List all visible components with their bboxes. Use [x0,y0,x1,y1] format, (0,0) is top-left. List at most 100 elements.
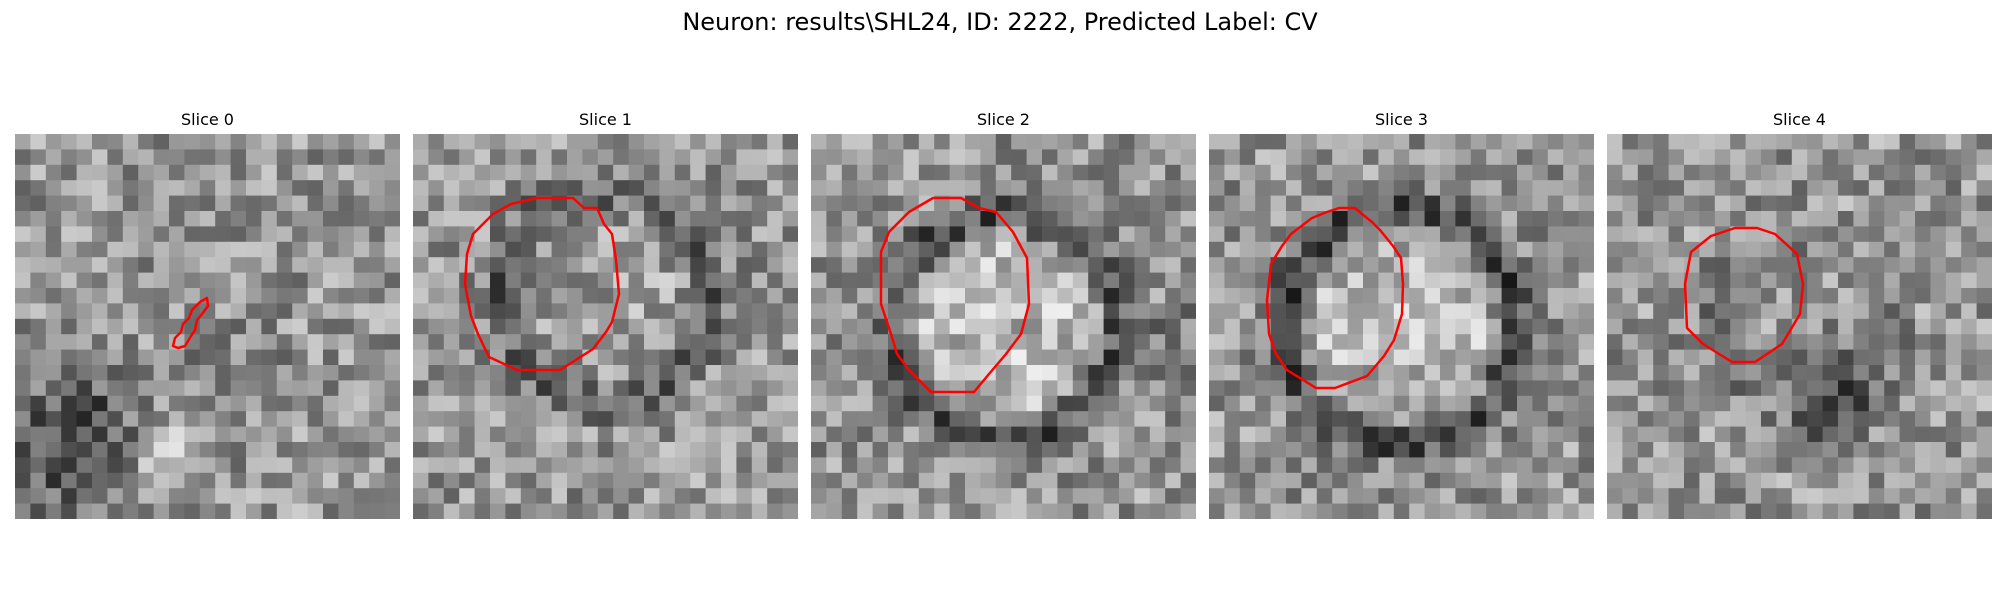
image-pixel [857,442,874,458]
image-pixel [1057,288,1074,304]
image-pixel [1653,503,1670,519]
image-pixel [1563,395,1580,412]
image-pixel [246,442,262,458]
image-pixel [413,195,429,212]
image-pixel [1378,164,1395,181]
image-pixel [551,272,568,289]
image-pixel [1042,195,1058,212]
image-pixel [1976,318,1992,335]
image-pixel [1578,257,1594,274]
image-pixel [413,272,429,289]
image-pixel [1668,226,1685,243]
image-pixel [826,395,843,412]
image-pixel [1730,134,1747,150]
image-pixel [811,226,827,243]
image-pixel [1607,488,1623,505]
image-pixel [1149,288,1166,304]
image-pixel [276,488,293,505]
image-pixel [261,241,278,258]
image-pixel [782,303,798,320]
image-pixel [1149,211,1166,227]
image-pixel [1653,164,1670,181]
image-pixel [1547,442,1564,458]
image-pixel [1180,195,1196,212]
image-pixel [520,318,537,335]
image-pixel [1714,426,1731,443]
image-pixel [597,442,614,458]
image-pixel [659,457,676,474]
image-pixel [199,134,216,150]
image-pixel [1363,257,1379,274]
image-pixel [1301,426,1318,443]
image-pixel [1255,380,1272,397]
image-pixel [30,365,47,381]
image-pixel [811,334,827,351]
image-pixel [582,426,599,443]
image-pixel [872,411,889,428]
image-pixel [705,503,722,519]
image-pixel [307,272,324,289]
image-pixel [76,211,93,227]
image-pixel [628,303,645,320]
image-pixel [1424,241,1441,258]
image-pixel [1424,457,1441,474]
image-pixel [628,288,645,304]
image-pixel [551,211,568,227]
slice-panel-3: Slice 3 [1209,110,1594,520]
image-pixel [1838,426,1854,443]
image-pixel [811,149,827,166]
image-pixel [1730,365,1747,381]
image-pixel [413,457,429,474]
image-pixel [428,334,445,351]
image-pixel [1209,303,1225,320]
image-pixel [1976,442,1992,458]
image-pixel [1239,488,1256,505]
image-pixel [1517,380,1533,397]
image-pixel [246,195,262,212]
image-pixel [826,503,843,519]
image-pixel [826,241,843,258]
image-pixel [1042,180,1058,197]
image-pixel [1607,411,1623,428]
image-pixel [857,411,874,428]
image-pixel [674,303,691,320]
image-pixel [949,288,966,304]
image-pixel [1547,334,1564,351]
image-pixel [1822,272,1839,289]
image-pixel [30,303,47,320]
image-pixel [1026,134,1043,150]
image-pixel [980,149,997,166]
image-pixel [1424,488,1441,505]
image-pixel [369,134,386,150]
image-pixel [1149,457,1166,474]
image-pixel [1180,365,1196,381]
image-pixel [1072,457,1089,474]
image-pixel [261,288,278,304]
image-pixel [1301,349,1318,366]
image-pixel [369,211,386,227]
image-pixel [826,149,843,166]
image-pixel [413,211,429,227]
image-pixel [1409,411,1426,428]
image-pixel [1134,164,1151,181]
image-pixel [1930,303,1947,320]
image-pixel [323,164,339,181]
image-pixel [505,180,522,197]
image-pixel [338,349,355,366]
image-pixel [1578,442,1594,458]
image-pixel [1501,241,1518,258]
image-pixel [261,334,278,351]
image-pixel [1653,411,1670,428]
image-pixel [536,164,553,181]
image-pixel [1119,149,1135,166]
image-pixel [338,426,355,443]
image-pixel [92,442,108,458]
image-pixel [888,503,904,519]
image-pixel [1668,395,1685,412]
image-pixel [199,164,216,181]
image-pixel [1668,349,1685,366]
image-pixel [1745,503,1762,519]
image-pixel [1501,503,1518,519]
image-pixel [261,318,278,335]
image-pixel [1668,303,1685,320]
